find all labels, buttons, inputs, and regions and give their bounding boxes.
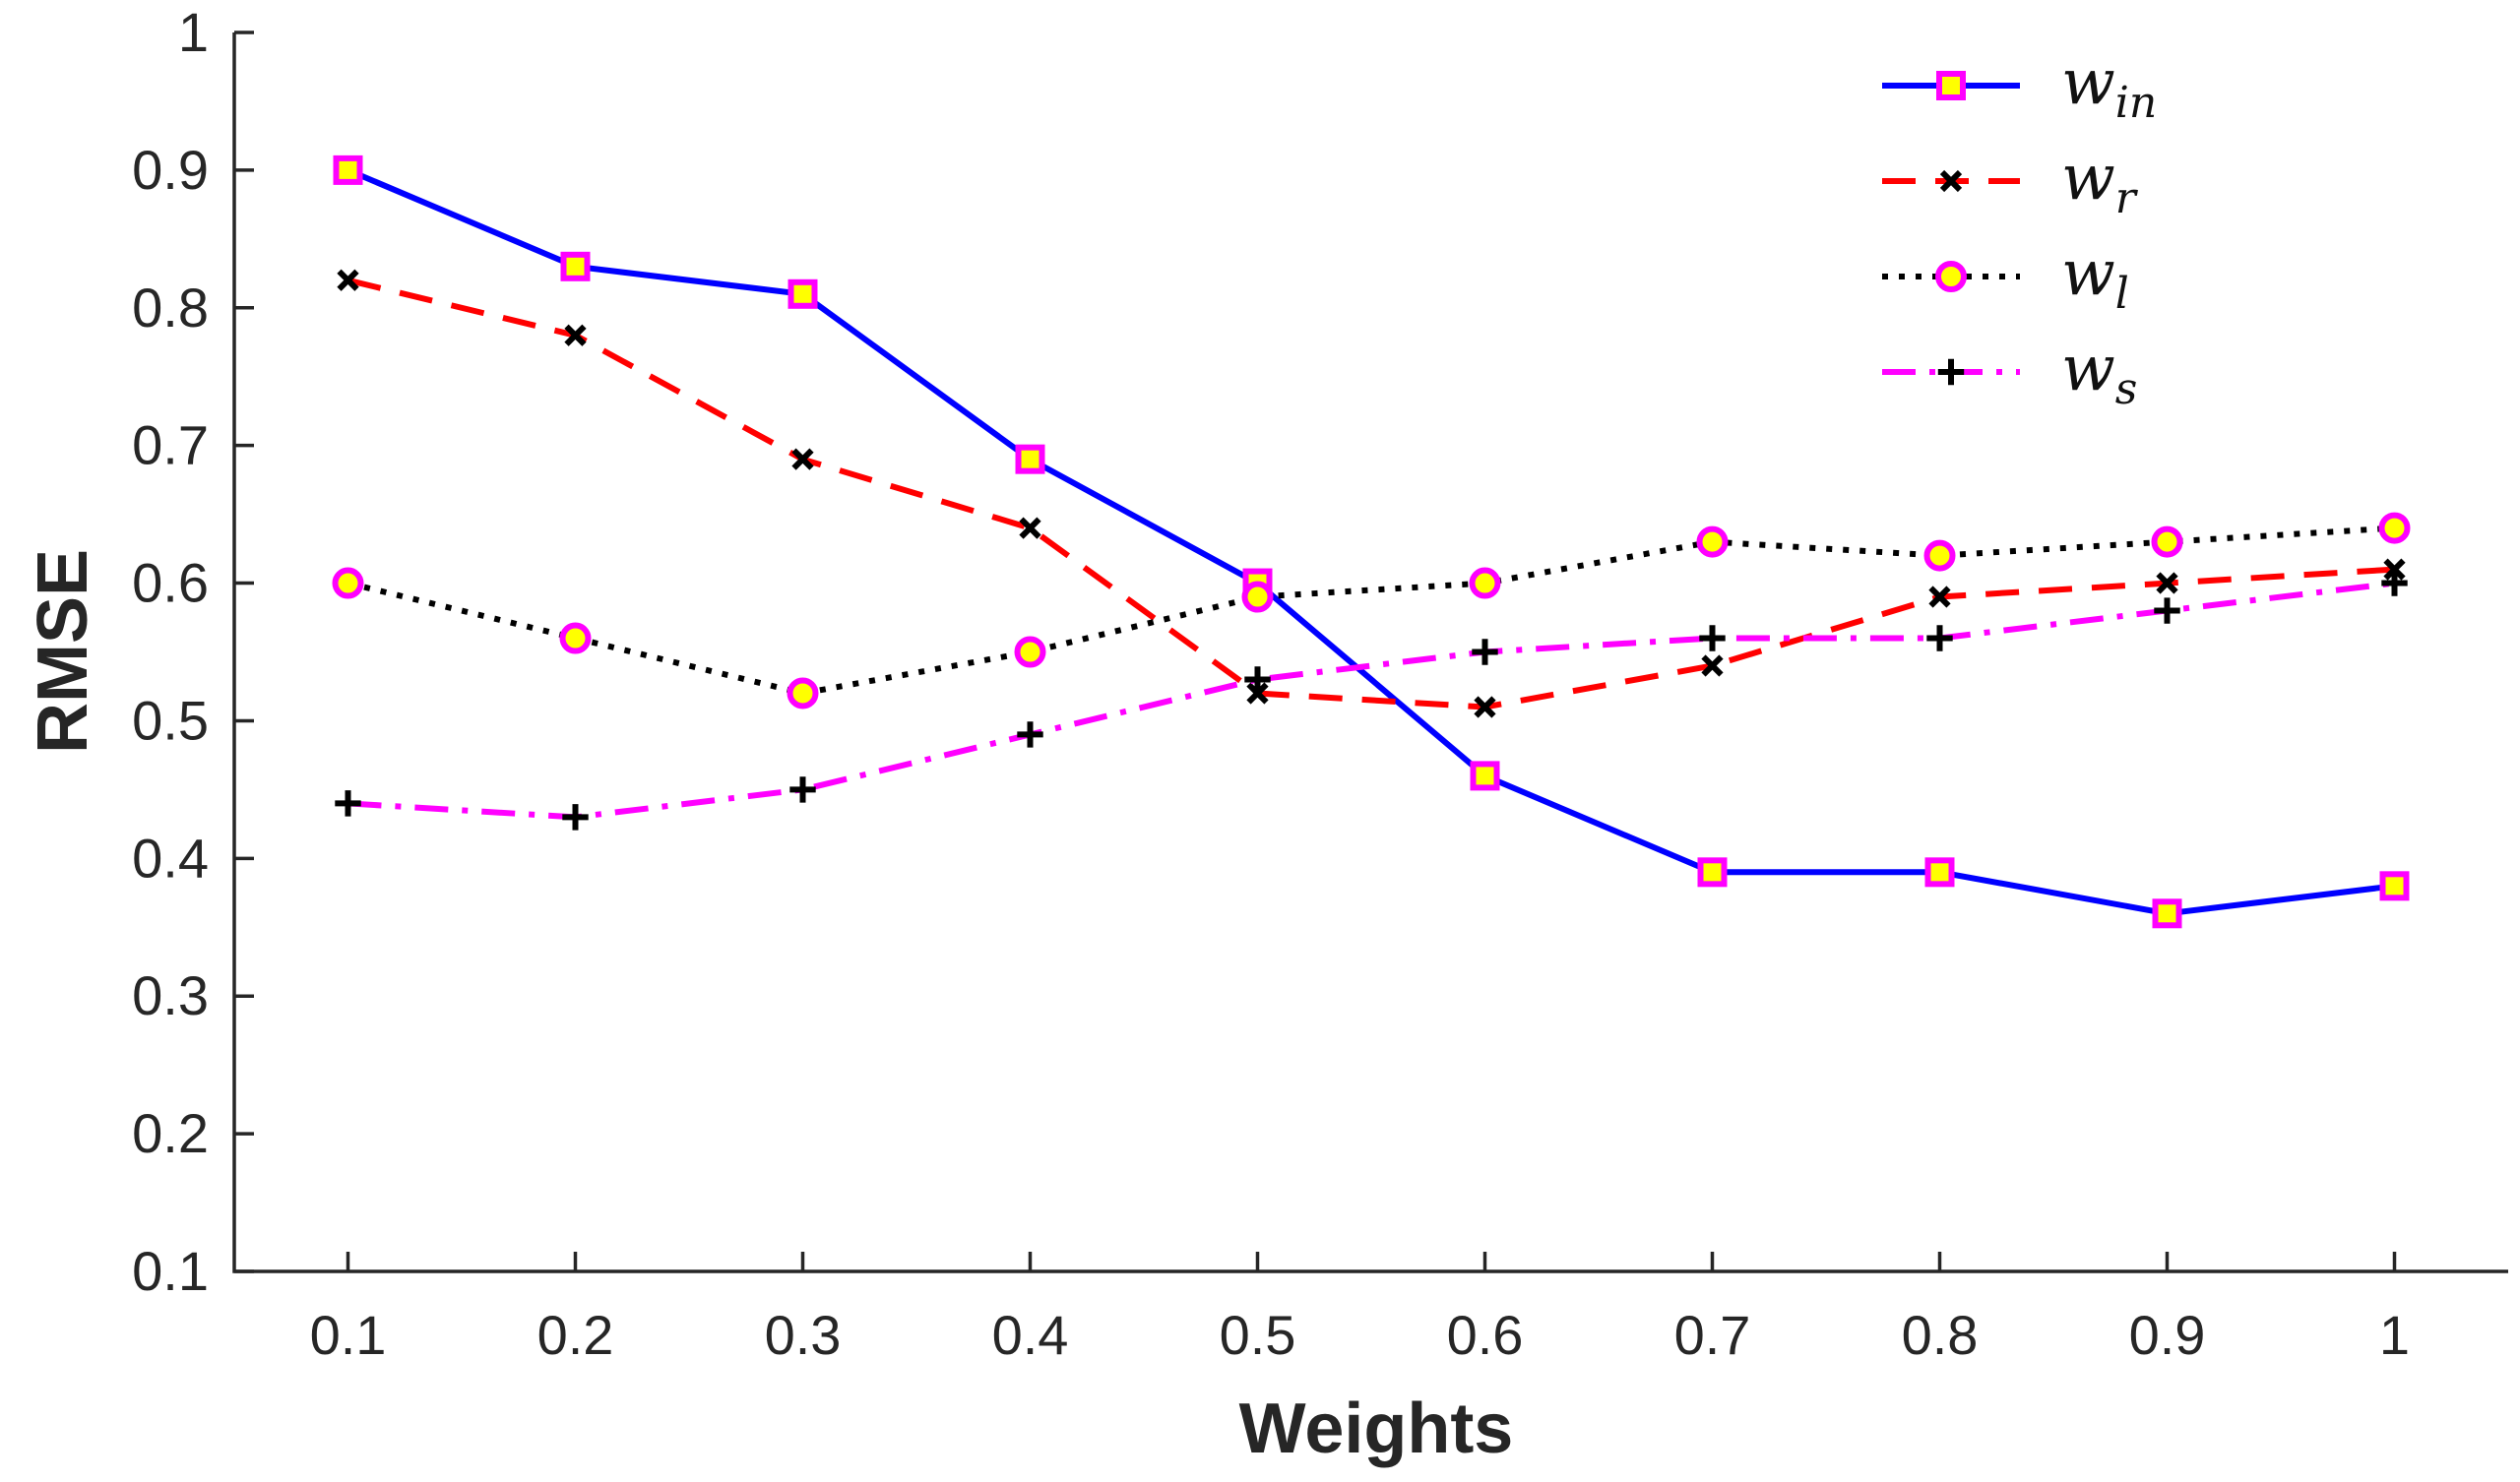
marker-plus bbox=[1472, 639, 1498, 665]
marker-plus bbox=[562, 804, 589, 831]
marker-plus bbox=[1926, 625, 1953, 651]
marker-plus bbox=[2154, 597, 2180, 624]
y-tick-label: 0.5 bbox=[132, 689, 209, 751]
marker-circle bbox=[1241, 581, 1274, 613]
legend-label: wr bbox=[2061, 142, 2139, 223]
marker-circle bbox=[2378, 512, 2411, 544]
marker-square bbox=[2152, 898, 2182, 929]
legend-item-w_in: win bbox=[1882, 46, 2157, 128]
legend-label: ws bbox=[2061, 333, 2137, 414]
marker-circle bbox=[1014, 636, 1046, 668]
marker-square bbox=[1015, 444, 1045, 474]
marker-plus bbox=[1699, 625, 1726, 651]
marker-plus bbox=[335, 790, 361, 817]
series-line-w_s bbox=[347, 580, 2395, 821]
series-line-w_r bbox=[346, 277, 2395, 710]
marker-square bbox=[788, 278, 818, 309]
marker-x bbox=[1246, 682, 1269, 705]
marker-circle bbox=[2151, 525, 2183, 558]
marker-plus bbox=[1244, 666, 1271, 693]
x-tick-label: 0.4 bbox=[992, 1304, 1069, 1366]
series-line-w_in bbox=[346, 167, 2395, 917]
marker-circle bbox=[1469, 567, 1501, 599]
marker-x bbox=[791, 448, 814, 470]
x-tick-label: 0.9 bbox=[2129, 1304, 2206, 1366]
x-tick-label: 0.7 bbox=[1674, 1304, 1751, 1366]
marker-x bbox=[564, 324, 587, 346]
marker-plus bbox=[789, 776, 816, 803]
y-tick-label: 0.9 bbox=[132, 139, 209, 201]
axes: 0.1 0.2 0.3 0.4 0.5 0.6 0.7 0.8 0.9 1 0.1 0.2 0.3 0.4… bbox=[132, 1, 2508, 1366]
marker-square bbox=[1936, 71, 1966, 100]
y-tick-label: 0.1 bbox=[132, 1240, 209, 1302]
y-tick-label: 0.6 bbox=[132, 552, 209, 614]
marker-square bbox=[1697, 857, 1728, 888]
series-w_in bbox=[333, 154, 2410, 929]
x-tick-label: 0.8 bbox=[1902, 1304, 1979, 1366]
y-tick-label: 0.4 bbox=[132, 827, 209, 889]
legend-label: wl bbox=[2061, 237, 2129, 319]
marker-x bbox=[337, 269, 359, 291]
series-w_r bbox=[337, 269, 2406, 718]
marker-x bbox=[1928, 586, 1951, 608]
x-tick-label: 0.1 bbox=[310, 1304, 387, 1366]
marker-x bbox=[1939, 169, 1963, 193]
marker-circle bbox=[1935, 261, 1967, 292]
x-tick-label: 0.3 bbox=[765, 1304, 842, 1366]
y-axis-title: RMSE bbox=[24, 549, 102, 754]
y-tick-label: 0.8 bbox=[132, 277, 209, 339]
marker-square bbox=[2379, 871, 2410, 901]
y-tick-label: 0.2 bbox=[132, 1102, 209, 1164]
series-layer bbox=[332, 154, 2411, 929]
marker-circle bbox=[332, 567, 364, 599]
legend-item-w_r: wr bbox=[1882, 142, 2139, 223]
x-tick-label: 0.6 bbox=[1447, 1304, 1524, 1366]
marker-x bbox=[1701, 654, 1724, 677]
legend: win wr wl ws bbox=[1882, 46, 2157, 414]
x-tick-label: 1 bbox=[2379, 1304, 2410, 1366]
legend-item-w_l: wl bbox=[1882, 237, 2129, 319]
x-tick-label: 0.2 bbox=[537, 1304, 614, 1366]
marker-circle bbox=[559, 622, 592, 654]
marker-circle bbox=[1923, 539, 1956, 572]
marker-x bbox=[2383, 558, 2406, 581]
y-tick-label: 0.7 bbox=[132, 414, 209, 476]
marker-plus bbox=[1937, 358, 1965, 386]
legend-item-w_s: ws bbox=[1882, 333, 2137, 414]
y-tick-label: 0.3 bbox=[132, 964, 209, 1026]
series-w_l bbox=[332, 512, 2411, 710]
marker-square bbox=[1470, 761, 1500, 791]
marker-square bbox=[333, 154, 363, 185]
legend-label: win bbox=[2061, 46, 2157, 128]
marker-x bbox=[1474, 696, 1496, 718]
x-axis-title: Weights bbox=[1239, 1389, 1514, 1468]
marker-square bbox=[1924, 857, 1955, 888]
marker-circle bbox=[1696, 525, 1729, 558]
series-line-w_l bbox=[346, 525, 2395, 697]
x-tick-label: 0.5 bbox=[1220, 1304, 1296, 1366]
y-tick-label: 1 bbox=[178, 1, 209, 63]
series-w_s bbox=[335, 570, 2408, 831]
marker-plus bbox=[1017, 721, 1043, 748]
marker-plus bbox=[2381, 570, 2408, 596]
marker-x bbox=[1019, 517, 1041, 539]
marker-circle bbox=[787, 677, 819, 710]
marker-x bbox=[2156, 572, 2178, 594]
marker-square bbox=[560, 251, 591, 281]
